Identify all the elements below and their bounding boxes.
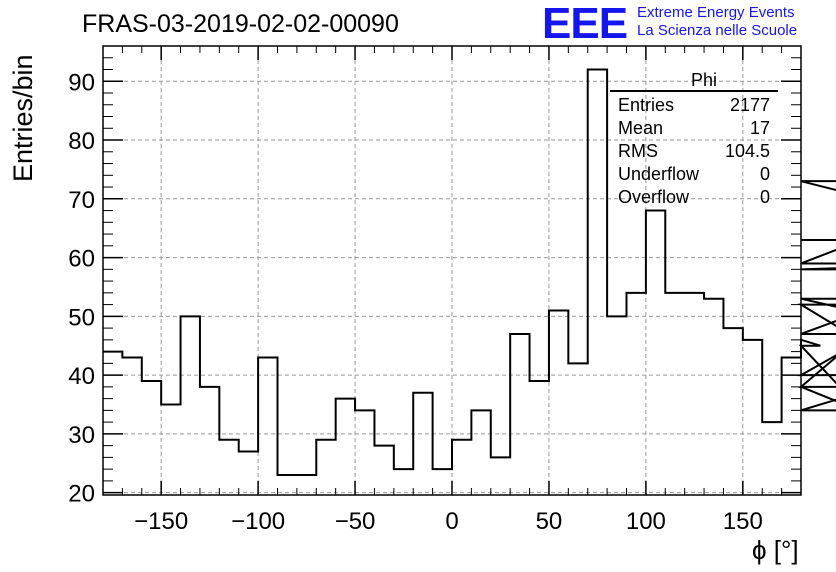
histogram-bin: [743, 340, 762, 495]
y-tick-label: 50: [68, 304, 95, 331]
histogram-bin: [568, 363, 587, 495]
histogram-bin: [355, 410, 374, 495]
axis-ticks: [103, 46, 801, 495]
stats-row-overflow: Overflow 0: [610, 186, 778, 209]
histogram-bin: [161, 404, 180, 495]
logo-caption-line2: La Scienza nelle Scuole: [637, 22, 798, 39]
chart-title: FRAS-03-2019-02-02-00090: [82, 10, 399, 38]
histogram-bin: [471, 410, 490, 495]
stats-value: 2177: [729, 95, 770, 115]
histogram-bin: [530, 381, 549, 495]
histogram-bin: [200, 387, 219, 495]
histogram-bin: [122, 357, 141, 495]
stats-row-mean: Mean 17: [610, 117, 778, 140]
histogram-bin: [491, 457, 510, 495]
x-tick-label: 100: [626, 508, 666, 535]
stats-value: 104.5: [724, 141, 770, 161]
histogram-bin: [413, 393, 432, 495]
stats-row-underflow: Underflow 0: [610, 163, 778, 186]
histogram-bin: [219, 440, 238, 495]
histogram-bin: [549, 310, 568, 495]
x-tick-label: 50: [536, 508, 563, 535]
y-tick-label: 60: [68, 246, 95, 273]
histogram-bin: [103, 352, 122, 495]
histogram-bin: [316, 440, 335, 495]
histogram-bin: [510, 334, 529, 495]
stats-box: Phi Entries 2177 Mean 17 RMS 104.5 Under…: [610, 70, 778, 209]
y-tick-label: 80: [68, 128, 95, 155]
y-tick-label: 30: [68, 422, 95, 449]
stats-divider: [610, 90, 778, 92]
stats-value: 0: [759, 164, 770, 184]
histogram-bin: [627, 293, 646, 495]
histogram-bin: [665, 293, 684, 495]
histogram-bin: [433, 469, 452, 495]
x-tick-label: −100: [231, 508, 285, 535]
histogram-bin: [239, 452, 258, 495]
logo-caption-line1: Extreme Energy Events: [637, 4, 795, 21]
stats-row-rms: RMS 104.5: [610, 140, 778, 163]
x-tick-label: −150: [134, 508, 188, 535]
histogram-bin: [588, 70, 607, 495]
histogram-bin: [297, 475, 316, 495]
histogram-bin: [723, 328, 742, 495]
stats-label: Overflow: [618, 187, 690, 207]
y-tick-label: 40: [68, 363, 95, 390]
stats-title: Phi: [690, 70, 717, 90]
x-tick-label: −50: [335, 508, 376, 535]
histogram-bin: [278, 475, 297, 495]
histogram-bin: [646, 211, 665, 495]
histogram-bin: [142, 381, 161, 495]
y-tick-label: 90: [68, 69, 95, 96]
x-tick-label: 0: [445, 508, 458, 535]
stats-label: Mean: [618, 118, 664, 138]
stats-label: RMS: [618, 141, 658, 161]
stats-label: Entries: [618, 95, 675, 115]
eee-logo: EEE: [542, 0, 628, 48]
histogram-bin: [394, 469, 413, 495]
histogram-bin: [374, 446, 393, 495]
stats-label: Underflow: [618, 164, 700, 184]
stats-value: 17: [749, 118, 770, 138]
histogram-bin: [181, 316, 200, 495]
histogram-bin: [607, 316, 626, 495]
x-tick-labels: −150 −100 −50 0 50 100 150: [134, 508, 763, 535]
histogram-bin: [336, 399, 355, 495]
y-tick-labels: 20 30 40 50 60 70 80 90: [68, 69, 95, 507]
y-tick-label: 70: [68, 187, 95, 214]
histogram-bin: [685, 293, 704, 495]
histogram-bin: [782, 357, 801, 495]
stats-row-entries: Entries 2177: [610, 94, 778, 117]
logo-caption: Extreme Energy Events La Scienza nelle S…: [637, 4, 797, 40]
x-tick-label: 150: [723, 508, 763, 535]
stats-value: 0: [759, 187, 770, 207]
histogram-bin: [704, 299, 723, 495]
plot-frame: [102, 45, 802, 496]
y-tick-label: 20: [68, 481, 95, 508]
histogram-bin: [258, 357, 277, 495]
y-axis-label: Entries/bin: [8, 54, 38, 182]
histogram-bin: [762, 422, 781, 495]
histogram-bin: [452, 440, 471, 495]
x-axis-label: ϕ [°]: [752, 535, 799, 565]
histogram-line: [103, 68, 836, 477]
